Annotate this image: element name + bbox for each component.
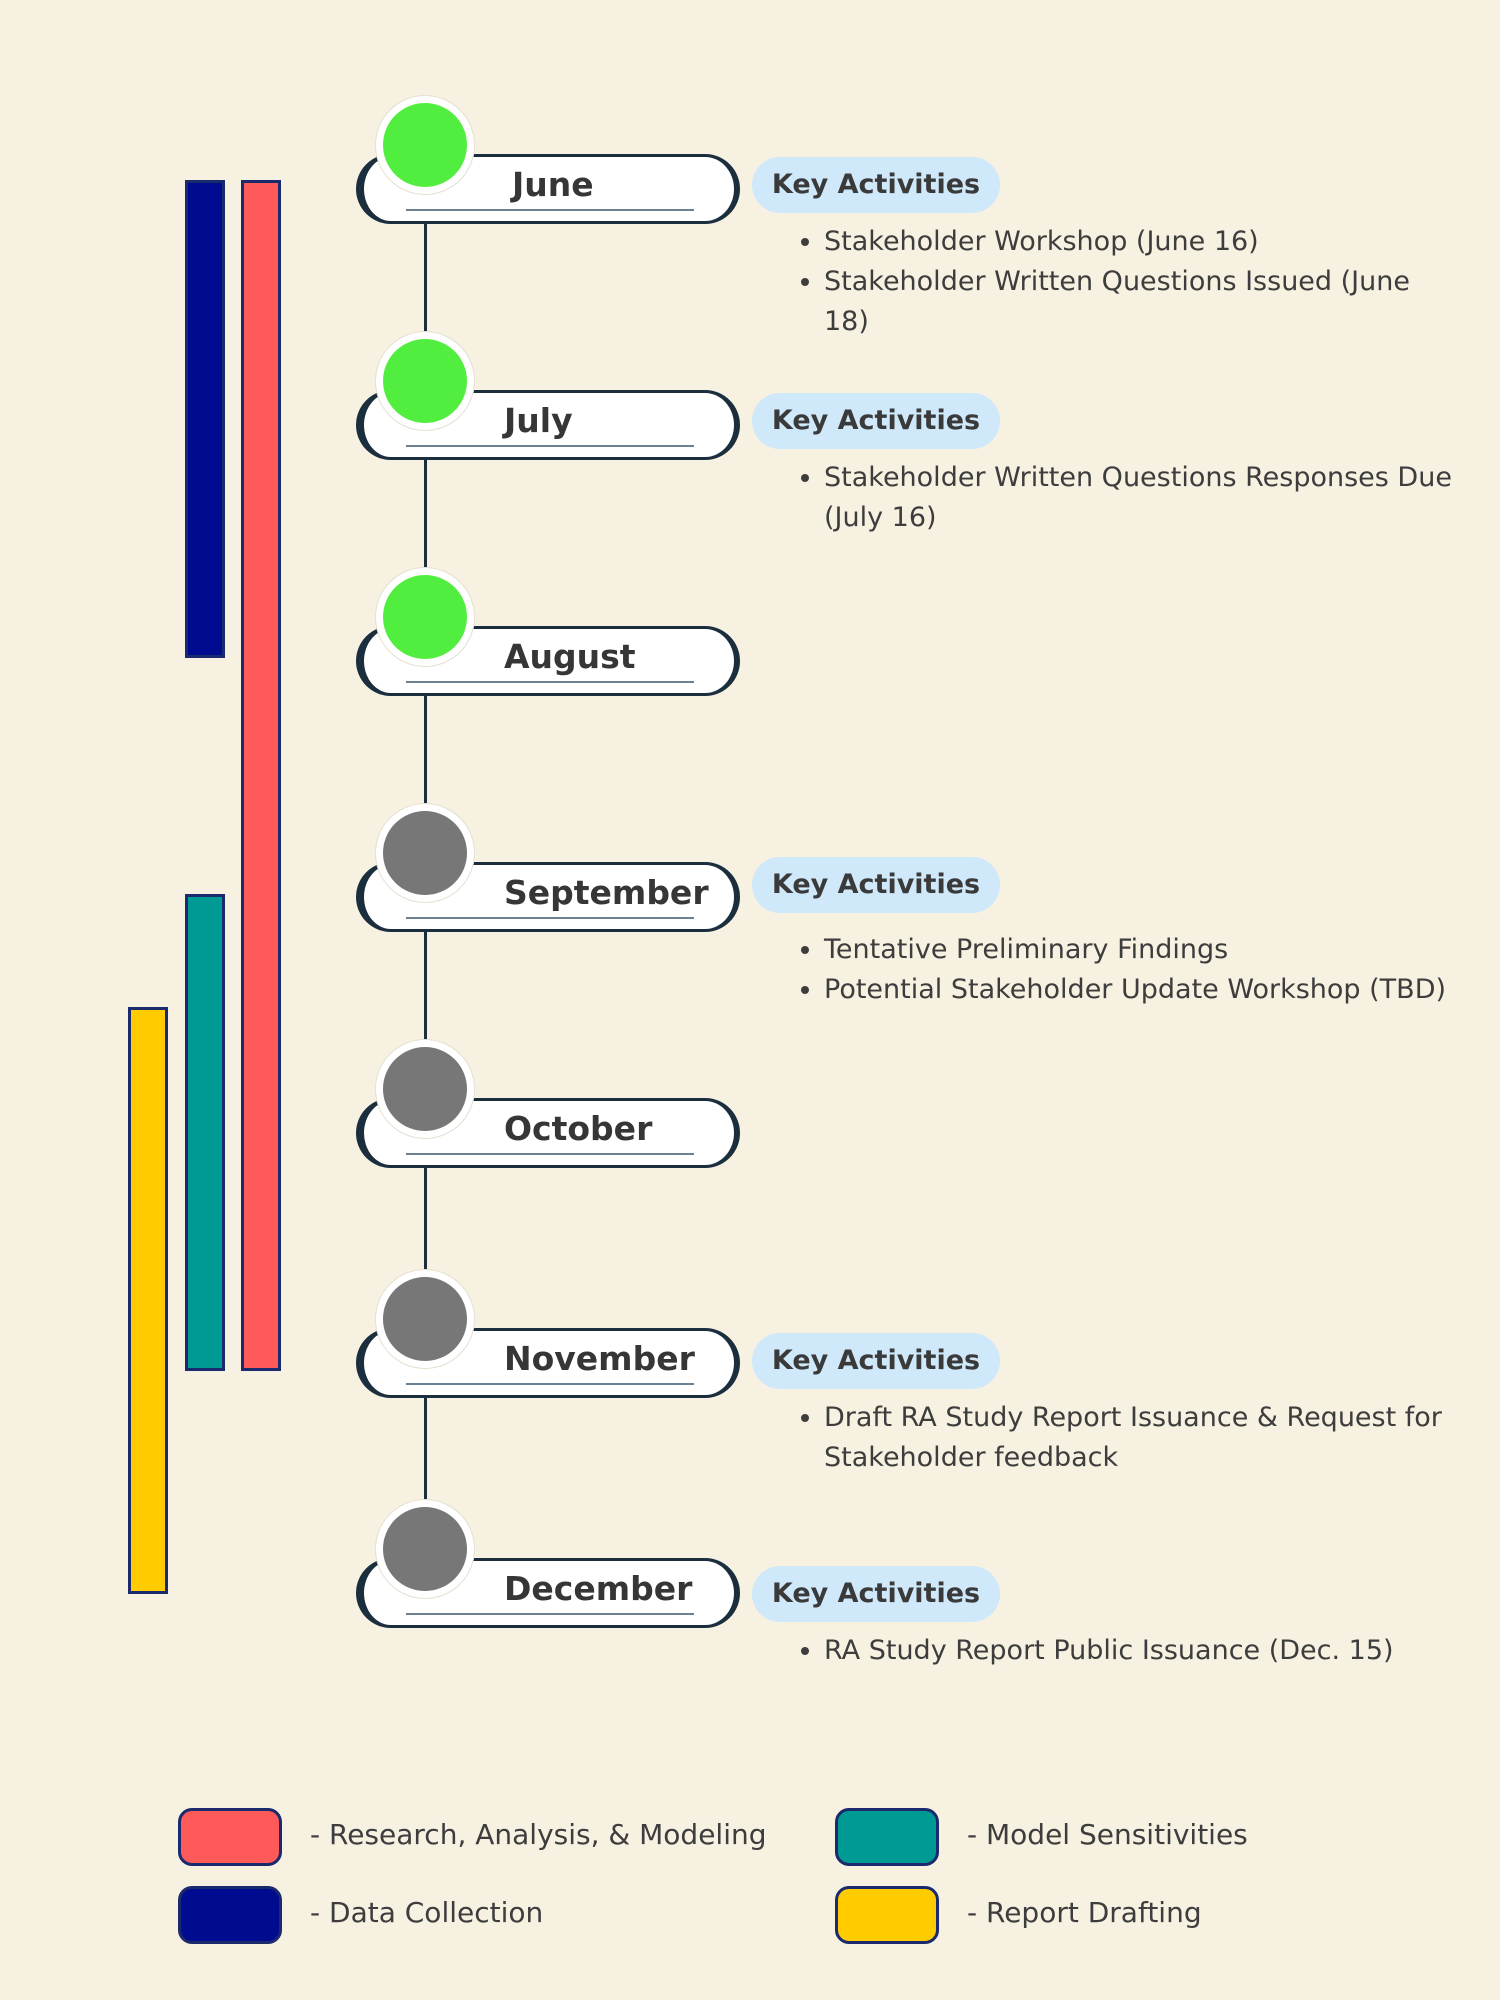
key-activities-tag: Key Activities	[752, 157, 1000, 213]
month-label: October	[504, 1109, 653, 1148]
data-collection-phase-bar	[185, 180, 225, 658]
legend-swatch	[178, 1808, 282, 1866]
key-activities-tag: Key Activities	[752, 857, 1000, 913]
activity-list-june: Stakeholder Workshop (June 16) Stakehold…	[790, 222, 1454, 342]
legend-label: - Research, Analysis, & Modeling	[310, 1818, 767, 1851]
activity-item: Potential Stakeholder Update Workshop (T…	[824, 970, 1454, 1010]
legend-swatch	[178, 1886, 282, 1944]
activity-list-december: RA Study Report Public Issuance (Dec. 15…	[790, 1631, 1454, 1671]
month-label: September	[504, 873, 709, 912]
key-activities-tag: Key Activities	[752, 393, 1000, 449]
month-label: December	[504, 1569, 693, 1608]
timeline-connector	[424, 458, 427, 626]
month-label: August	[504, 637, 636, 676]
month-label: July	[504, 401, 573, 440]
month-label: November	[504, 1339, 695, 1378]
pill-underline	[406, 209, 694, 211]
pill-underline	[406, 681, 694, 683]
model-sensitivities-phase-bar	[185, 894, 225, 1371]
pill-underline	[406, 917, 694, 919]
activity-item: Stakeholder Written Questions Issued (Ju…	[824, 262, 1454, 342]
month-status-dot-june	[376, 96, 474, 194]
legend-label: - Data Collection	[310, 1896, 544, 1929]
month-status-dot-july	[376, 332, 474, 430]
report-drafting-phase-bar	[128, 1007, 168, 1594]
activity-item: Stakeholder Workshop (June 16)	[824, 222, 1454, 262]
legend-label: - Report Drafting	[967, 1896, 1202, 1929]
legend-swatch	[835, 1886, 939, 1944]
activity-item: RA Study Report Public Issuance (Dec. 15…	[824, 1631, 1454, 1671]
research-analysis-modeling-phase-bar	[241, 180, 281, 1371]
timeline-connector	[424, 1396, 427, 1558]
pill-underline	[406, 1153, 694, 1155]
timeline-connector	[424, 930, 427, 1098]
key-activities-tag: Key Activities	[752, 1333, 1000, 1389]
pill-underline	[406, 1383, 694, 1385]
pill-underline	[406, 445, 694, 447]
pill-underline	[406, 1613, 694, 1615]
month-status-dot-november	[376, 1270, 474, 1368]
timeline-connector	[424, 1166, 427, 1328]
activity-list-september: Tentative Preliminary Findings Potential…	[790, 930, 1454, 1010]
month-label: June	[512, 165, 594, 204]
activity-item: Draft RA Study Report Issuance & Request…	[824, 1398, 1454, 1478]
activity-item: Tentative Preliminary Findings	[824, 930, 1454, 970]
activity-list-july: Stakeholder Written Questions Responses …	[790, 458, 1454, 538]
activity-item: Stakeholder Written Questions Responses …	[824, 458, 1454, 538]
key-activities-tag: Key Activities	[752, 1566, 1000, 1622]
month-status-dot-december	[376, 1500, 474, 1598]
timeline-connector	[424, 222, 427, 390]
activity-list-november: Draft RA Study Report Issuance & Request…	[790, 1398, 1454, 1478]
legend-label: - Model Sensitivities	[967, 1818, 1248, 1851]
legend-swatch	[835, 1808, 939, 1866]
timeline-connector	[424, 694, 427, 862]
month-status-dot-august	[376, 568, 474, 666]
month-status-dot-october	[376, 1040, 474, 1138]
month-status-dot-september	[376, 804, 474, 902]
